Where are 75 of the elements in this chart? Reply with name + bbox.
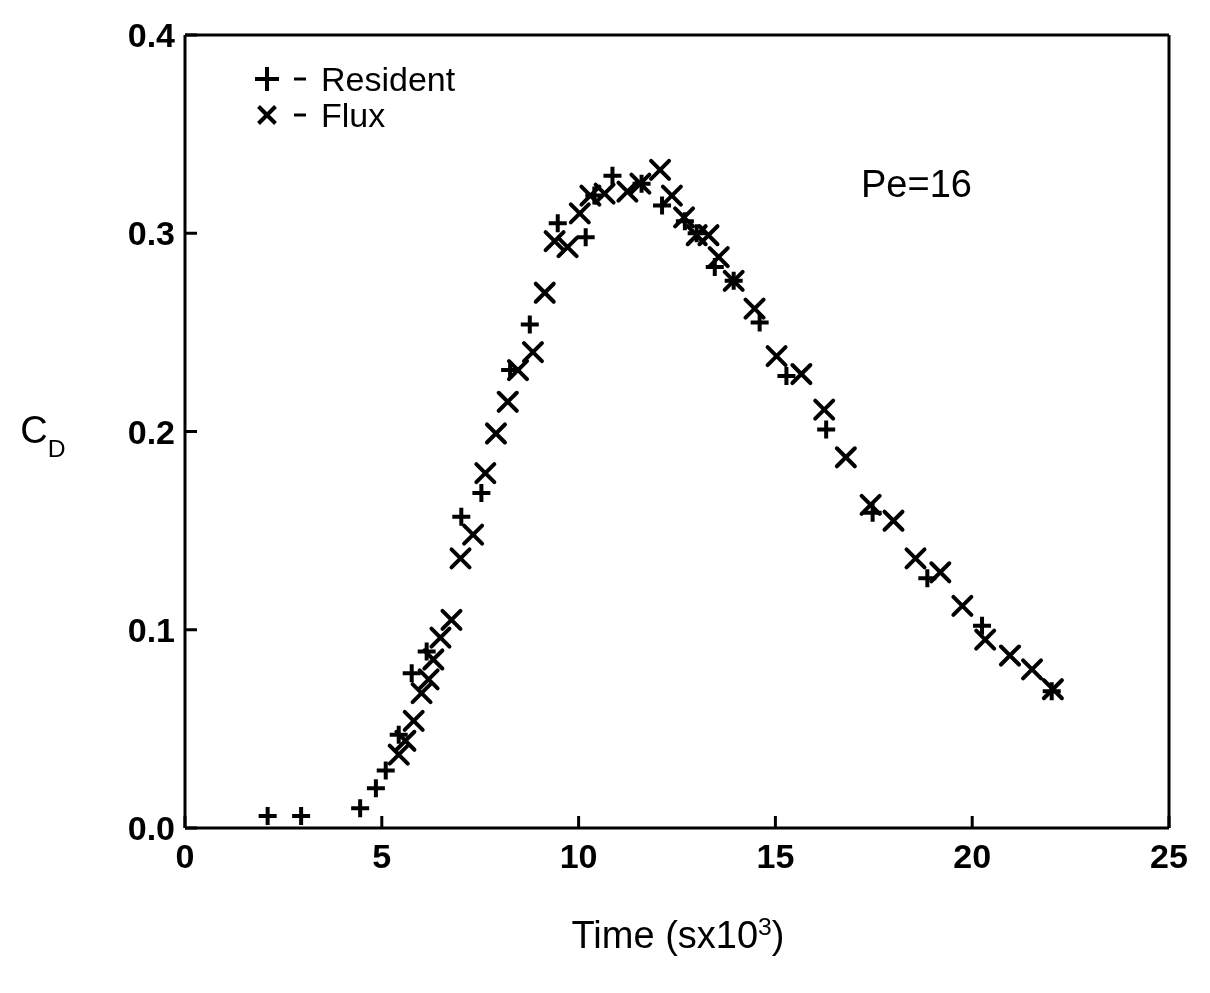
point	[705, 257, 724, 276]
point	[882, 509, 905, 532]
point	[904, 547, 927, 570]
point	[556, 236, 579, 259]
point	[951, 594, 974, 617]
y-axis-title: C$_{D}$	[20, 408, 66, 461]
point	[673, 206, 696, 229]
point	[660, 184, 683, 207]
point	[863, 503, 882, 522]
x-axis-title: Time (sx10$^{3}$)	[571, 912, 785, 956]
y-tick-label: 0.4	[127, 16, 176, 55]
point	[813, 398, 836, 421]
point	[472, 483, 491, 502]
point	[452, 507, 471, 526]
point	[258, 807, 277, 826]
point	[387, 743, 410, 766]
point	[440, 608, 463, 631]
point	[743, 297, 766, 320]
point	[1021, 658, 1044, 681]
point	[675, 212, 694, 231]
point	[351, 799, 370, 818]
point	[417, 668, 440, 691]
x-tick-label: 5	[372, 837, 392, 876]
point	[389, 725, 408, 744]
point	[834, 446, 857, 469]
point	[366, 779, 385, 798]
point	[859, 493, 882, 516]
point	[417, 642, 436, 661]
x-tick-label: 25	[1150, 837, 1188, 876]
point	[474, 462, 497, 485]
point	[292, 807, 311, 826]
y-tick-label: 0.3	[127, 214, 175, 253]
point	[402, 664, 421, 683]
point	[973, 616, 992, 635]
point	[543, 230, 566, 253]
point	[521, 341, 544, 364]
point	[548, 214, 567, 233]
point	[484, 422, 507, 445]
point	[496, 390, 519, 413]
point	[929, 561, 952, 584]
annotation: Pe=16	[861, 163, 972, 206]
point	[817, 420, 836, 439]
point	[422, 648, 445, 671]
y-tick-label: 0.2	[127, 412, 175, 451]
point	[506, 359, 529, 382]
point	[410, 682, 433, 705]
y-tick-label: 0.1	[127, 610, 175, 649]
point	[649, 158, 672, 181]
point	[394, 729, 417, 752]
point	[918, 569, 937, 588]
point	[533, 281, 556, 304]
point	[376, 761, 395, 780]
point	[653, 196, 672, 215]
point	[462, 523, 485, 546]
point	[998, 644, 1021, 667]
point	[576, 228, 595, 247]
point	[777, 366, 796, 385]
point	[585, 186, 604, 205]
point	[568, 202, 591, 225]
point	[974, 628, 997, 651]
point	[697, 224, 720, 247]
point	[765, 345, 788, 368]
point	[707, 246, 730, 269]
point	[402, 709, 425, 732]
y-tick-label: 0.0	[127, 809, 175, 848]
point	[429, 626, 452, 649]
point	[449, 547, 472, 570]
point	[750, 313, 769, 332]
point	[520, 315, 539, 334]
x-tick-label: 15	[756, 837, 795, 876]
x-tick-label: 0	[175, 837, 195, 876]
point	[603, 166, 622, 185]
x-tick-label: 10	[559, 837, 598, 876]
x-tick-label: 20	[953, 837, 992, 876]
point	[790, 363, 813, 386]
